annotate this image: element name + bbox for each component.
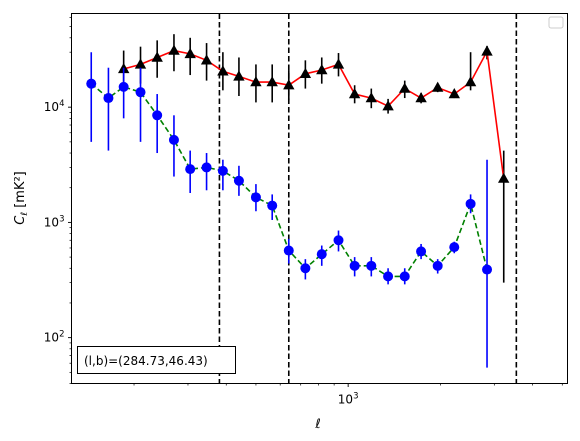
series-0-point-24 xyxy=(498,172,510,183)
series-0-point-23 xyxy=(481,45,493,56)
y-tick-label-2: 104 xyxy=(44,99,65,114)
series-0-point-13 xyxy=(316,64,328,75)
series-0-point-22 xyxy=(464,76,477,87)
series-0-point-18 xyxy=(399,82,411,93)
series-1-point-12 xyxy=(283,245,294,256)
series-1-point-2 xyxy=(118,81,129,92)
series-0-point-17 xyxy=(382,100,394,111)
series-1-point-18 xyxy=(383,271,394,282)
series-1-point-7 xyxy=(201,162,212,173)
series-0-point-8 xyxy=(233,70,245,81)
series-1-point-13 xyxy=(300,263,311,274)
series-1-point-9 xyxy=(233,175,244,186)
annotation-text: (l,b)=(284.73,46.43) xyxy=(84,354,208,368)
series-0-point-7 xyxy=(217,65,229,76)
y-axis-label-unit: [mK²] xyxy=(13,171,28,208)
y-tick-label-1: 103 xyxy=(44,214,65,229)
axes-layer: 103 102 103 104 xyxy=(44,17,563,407)
series-1-point-22 xyxy=(449,242,460,253)
series-1-point-14 xyxy=(316,249,327,260)
y-axis-label-main: C xyxy=(13,215,28,225)
y-axis-label: Cℓ [mK²] xyxy=(13,171,30,224)
x-axis-label: ℓ xyxy=(314,417,320,432)
series-0-point-2 xyxy=(134,58,147,69)
series-1-point-23 xyxy=(465,198,476,209)
series-1-point-8 xyxy=(217,165,228,176)
series-0-point-19 xyxy=(415,92,427,103)
annotation-box: (l,b)=(284.73,46.43) xyxy=(77,346,236,374)
series-1-point-20 xyxy=(416,246,427,257)
series-0-point-21 xyxy=(448,88,460,99)
series-0-point-14 xyxy=(332,58,345,69)
series-1-point-1 xyxy=(103,93,114,104)
series-0-point-15 xyxy=(348,88,361,99)
series-1-point-10 xyxy=(250,192,261,203)
series-0-point-3 xyxy=(151,51,163,62)
series-1-point-19 xyxy=(399,271,410,282)
series-1-point-0 xyxy=(86,78,97,89)
svg-text:Cℓ [mK²]: Cℓ [mK²] xyxy=(13,171,30,224)
series-1-point-3 xyxy=(135,87,146,98)
y-axis-label-sub: ℓ xyxy=(20,212,30,217)
series-0-point-6 xyxy=(200,54,213,65)
plot-frame xyxy=(71,13,568,384)
series-1-point-24 xyxy=(482,264,493,275)
legend-box xyxy=(548,16,564,29)
series-0-point-16 xyxy=(365,92,377,103)
series-1-point-6 xyxy=(185,164,196,175)
series-1-point-16 xyxy=(349,260,360,271)
series-1-point-15 xyxy=(333,235,344,246)
series-0-point-10 xyxy=(266,76,278,87)
series-0-point-5 xyxy=(184,47,196,59)
series-0-point-4 xyxy=(168,44,180,55)
series-1-point-11 xyxy=(267,200,278,211)
series-1-point-4 xyxy=(152,110,163,121)
series-0-point-9 xyxy=(250,76,262,87)
y-tick-label-0: 102 xyxy=(44,330,65,345)
series-1-point-5 xyxy=(168,134,179,145)
series-0-point-11 xyxy=(283,79,295,90)
series-0-point-20 xyxy=(432,81,444,92)
x-tick-label-0: 103 xyxy=(338,392,359,407)
series-1-point-17 xyxy=(366,260,377,271)
series-0-point-12 xyxy=(299,67,312,78)
plot-layer xyxy=(86,13,518,384)
series-1-point-21 xyxy=(432,260,443,271)
